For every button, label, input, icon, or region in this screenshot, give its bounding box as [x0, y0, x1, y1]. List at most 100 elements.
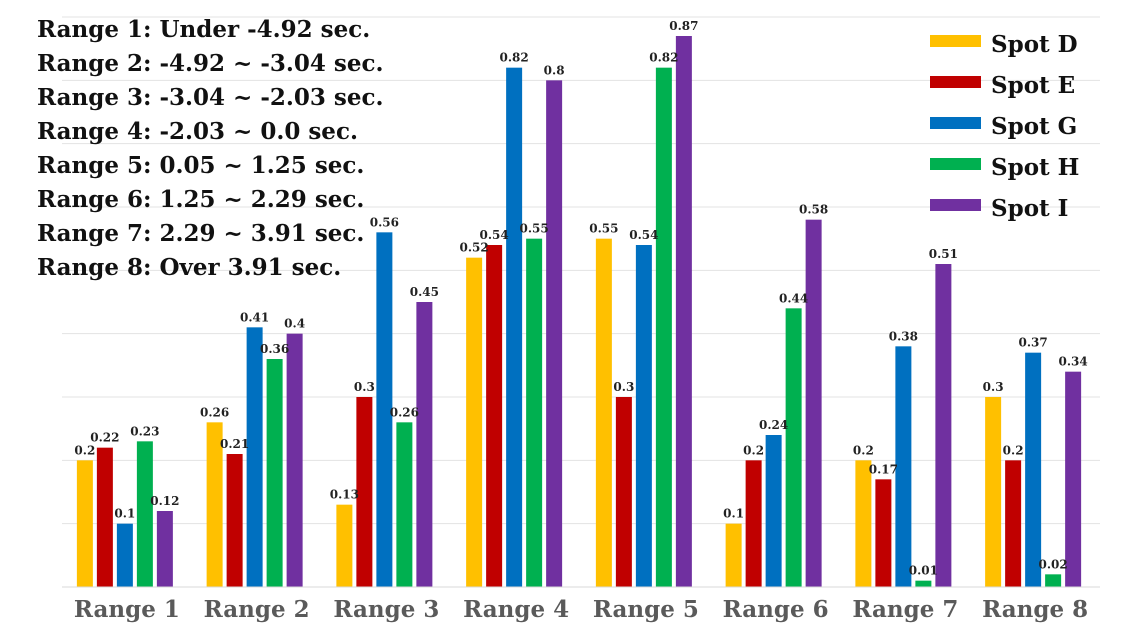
bar-spot-h-3 — [396, 422, 413, 587]
range-definition: Range 6: 1.25 ~ 2.29 sec. — [37, 186, 364, 213]
data-label: 0.8 — [544, 63, 565, 77]
data-label: 0.52 — [460, 241, 489, 255]
data-label: 0.21 — [220, 437, 249, 451]
bar-spot-e-7 — [875, 479, 892, 587]
bar-spot-e-8 — [1005, 460, 1022, 587]
bar-spot-e-5 — [615, 397, 632, 587]
bar-spot-h-6 — [785, 308, 802, 587]
data-label: 0.3 — [354, 380, 375, 394]
bar-spot-g-8 — [1025, 352, 1042, 587]
data-label: 0.2 — [743, 443, 764, 457]
bar-spot-g-6 — [765, 435, 782, 587]
bar-spot-d-6 — [725, 523, 742, 587]
legend-swatch — [930, 35, 981, 47]
bar-spot-i-5 — [675, 36, 692, 587]
data-label: 0.2 — [1003, 443, 1024, 457]
legend-label: Spot E — [991, 72, 1075, 99]
bar-spot-i-3 — [416, 302, 433, 587]
data-label: 0.3 — [983, 380, 1004, 394]
data-label: 0.24 — [759, 418, 788, 432]
bar-spot-e-2 — [226, 454, 243, 587]
data-label: 0.26 — [390, 405, 419, 419]
data-label: 0.55 — [520, 222, 549, 236]
data-label: 0.82 — [500, 51, 529, 65]
bar-spot-d-8 — [985, 397, 1002, 587]
bar-spot-e-3 — [356, 397, 373, 587]
data-label: 0.54 — [629, 228, 658, 242]
data-label: 0.38 — [889, 329, 918, 343]
bar-spot-g-2 — [246, 327, 263, 587]
data-label: 0.17 — [869, 462, 898, 476]
bar-spot-h-7 — [915, 580, 932, 587]
legend-swatch — [930, 158, 981, 170]
bar-spot-h-1 — [136, 441, 153, 587]
data-label: 0.1 — [723, 507, 744, 521]
bar-spot-d-5 — [595, 238, 612, 587]
range-definition: Range 5: 0.05 ~ 1.25 sec. — [37, 152, 364, 179]
legend-label: Spot G — [991, 113, 1077, 140]
bar-spot-g-3 — [376, 232, 393, 588]
legend-swatch — [930, 76, 981, 88]
legend-label: Spot D — [991, 31, 1078, 58]
range-definition: Range 7: 2.29 ~ 3.91 sec. — [37, 220, 364, 247]
bar-spot-d-3 — [336, 504, 353, 587]
bar-spot-i-4 — [546, 80, 563, 587]
bar-spot-i-1 — [156, 511, 173, 587]
data-label: 0.41 — [240, 310, 269, 324]
data-labels: 0.20.220.10.230.120.260.210.410.360.40.1… — [74, 19, 1087, 578]
data-label: 0.02 — [1039, 557, 1068, 571]
x-tick-label: Range 8 — [982, 596, 1088, 623]
data-label: 0.55 — [589, 222, 618, 236]
data-label: 0.58 — [799, 203, 828, 217]
data-label: 0.1 — [114, 507, 135, 521]
range-definition: Range 8: Over 3.91 sec. — [37, 254, 341, 281]
x-tick-label: Range 4 — [463, 596, 569, 623]
bars — [76, 36, 1082, 588]
data-label: 0.37 — [1019, 336, 1048, 350]
bar-spot-h-8 — [1045, 574, 1062, 587]
data-label: 0.36 — [260, 342, 289, 356]
bar-spot-d-2 — [206, 422, 223, 587]
bar-spot-g-5 — [635, 245, 652, 587]
legend-label: Spot I — [991, 195, 1068, 222]
bar-spot-g-1 — [116, 523, 133, 587]
range-definition: Range 1: Under -4.92 sec. — [37, 16, 370, 43]
range-definition: Range 2: -4.92 ~ -3.04 sec. — [37, 50, 384, 77]
data-label: 0.2 — [74, 443, 95, 457]
x-tick-label: Range 5 — [593, 596, 699, 623]
bar-spot-g-7 — [895, 346, 912, 587]
bar-spot-e-1 — [96, 447, 113, 587]
legend-swatch — [930, 117, 981, 129]
bar-spot-i-6 — [805, 219, 822, 587]
bar-spot-i-7 — [935, 264, 952, 587]
bar-spot-i-8 — [1065, 371, 1082, 587]
x-tick-label: Range 1 — [74, 596, 180, 623]
data-label: 0.51 — [929, 247, 958, 261]
data-label: 0.26 — [200, 405, 229, 419]
x-tick-label: Range 2 — [204, 596, 310, 623]
bar-spot-g-4 — [506, 67, 523, 587]
bar-spot-i-2 — [286, 333, 303, 587]
data-label: 0.3 — [613, 380, 634, 394]
data-label: 0.82 — [649, 51, 678, 65]
data-label: 0.12 — [150, 494, 179, 508]
bar-spot-e-4 — [486, 245, 503, 587]
x-tick-labels: Range 1 Range 2 Range 3 Range 4 Range 5 Range… — [74, 596, 1088, 623]
x-tick-label: Range 7 — [852, 596, 958, 623]
range-definition: Range 3: -3.04 ~ -2.03 sec. — [37, 84, 384, 111]
data-label: 0.56 — [370, 215, 399, 229]
bar-spot-d-4 — [466, 257, 483, 587]
bar-spot-h-5 — [655, 67, 672, 587]
data-label: 0.22 — [90, 431, 119, 445]
range-definitions: Range 1: Under -4.92 sec. Range 2: -4.92 … — [37, 16, 384, 281]
data-label: 0.44 — [779, 291, 808, 305]
x-tick-label: Range 6 — [723, 596, 829, 623]
data-label: 0.34 — [1059, 355, 1088, 369]
data-label: 0.45 — [410, 285, 439, 299]
bar-spot-d-7 — [855, 460, 872, 587]
legend-label: Spot H — [991, 154, 1079, 181]
data-label: 0.4 — [284, 317, 305, 331]
data-label: 0.2 — [853, 443, 874, 457]
bar-spot-h-4 — [526, 238, 543, 587]
